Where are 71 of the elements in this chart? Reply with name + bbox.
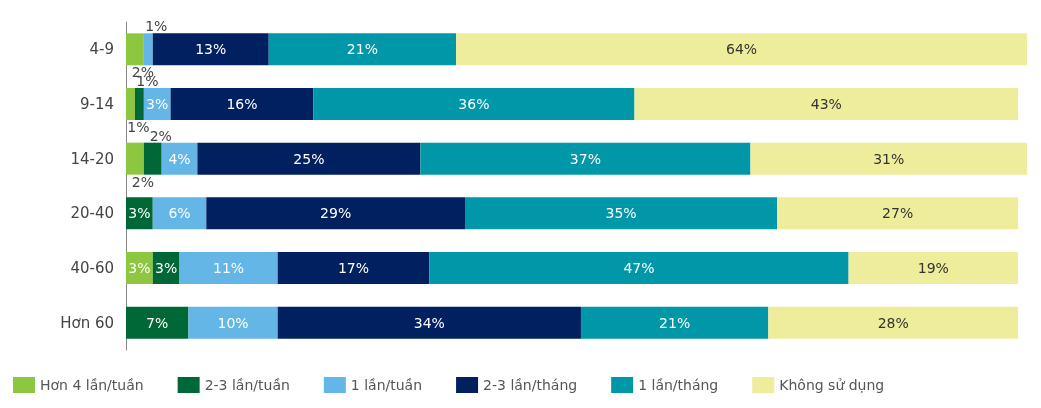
bar xyxy=(197,142,421,175)
data-label: 28% xyxy=(877,314,909,331)
data-label: 34% xyxy=(413,314,445,331)
data-label: 25% xyxy=(293,150,325,167)
data-label: 6% xyxy=(168,205,191,222)
y-tick-label: 9-14 xyxy=(79,95,114,113)
bar xyxy=(580,306,769,339)
legend-label: Không sử dụng xyxy=(779,377,885,393)
data-label: 16% xyxy=(226,96,258,112)
data-label: 47% xyxy=(623,260,655,276)
data-label: 3% xyxy=(128,260,151,276)
data-label: 7% xyxy=(146,314,169,331)
legend-label: Hơn 4 lần/tuần xyxy=(40,377,144,393)
data-label: 43% xyxy=(810,96,842,112)
bar xyxy=(634,88,1019,120)
bar xyxy=(143,142,162,175)
data-label: 1% xyxy=(145,18,168,35)
bar xyxy=(126,306,189,339)
bar xyxy=(777,197,1019,230)
data-label: 13% xyxy=(195,41,227,58)
bar xyxy=(848,252,1019,284)
data-label: 3% xyxy=(128,205,151,222)
data-label: 4% xyxy=(168,150,191,167)
data-label: 64% xyxy=(725,41,758,58)
legend-label: 1 lần/tuần xyxy=(350,377,423,393)
bar xyxy=(179,252,278,284)
data-label: 17% xyxy=(337,260,370,276)
data-label: 10% xyxy=(217,314,249,331)
bar xyxy=(134,88,144,120)
y-tick-label: 14-20 xyxy=(70,149,114,168)
legend-label: 2-3 lần/tuần xyxy=(204,377,290,393)
data-label: 3% xyxy=(146,96,169,112)
bar xyxy=(464,197,778,230)
data-label: 21% xyxy=(346,41,378,58)
data-label: 21% xyxy=(659,314,691,331)
data-label: 2% xyxy=(131,173,155,190)
bar xyxy=(456,33,1027,66)
bar xyxy=(170,88,314,120)
bar xyxy=(277,306,581,339)
legend-label: 2-3 lần/tháng xyxy=(483,377,578,393)
data-label: 27% xyxy=(882,205,914,222)
data-label: 31% xyxy=(873,150,905,167)
y-tick-label: 4-9 xyxy=(89,40,114,59)
data-label: 2% xyxy=(149,127,172,144)
data-label: 35% xyxy=(605,205,637,222)
bar xyxy=(126,142,144,175)
legend-label: 1 lần/tháng xyxy=(638,377,719,393)
bar xyxy=(268,33,457,66)
y-tick-label: 20-40 xyxy=(70,204,114,223)
bar xyxy=(429,252,849,284)
y-tick-label: Hơn 60 xyxy=(60,313,114,332)
bar xyxy=(152,197,207,230)
bar xyxy=(768,306,1019,339)
bar xyxy=(188,306,278,339)
bar xyxy=(143,33,153,66)
data-label: 36% xyxy=(458,96,490,112)
bar xyxy=(420,142,751,175)
bar xyxy=(126,33,144,66)
data-label: 29% xyxy=(320,205,352,222)
data-label: 1% xyxy=(127,119,150,135)
bar xyxy=(206,197,465,230)
bar xyxy=(277,252,430,284)
data-label: 11% xyxy=(213,260,245,276)
bar xyxy=(313,88,635,120)
data-label: 3% xyxy=(155,260,178,276)
data-label: 19% xyxy=(917,260,949,276)
bar xyxy=(126,88,135,120)
data-label: 37% xyxy=(569,150,601,167)
bar xyxy=(750,142,1027,175)
y-tick-label: 40-60 xyxy=(70,259,114,277)
bar xyxy=(152,33,269,66)
